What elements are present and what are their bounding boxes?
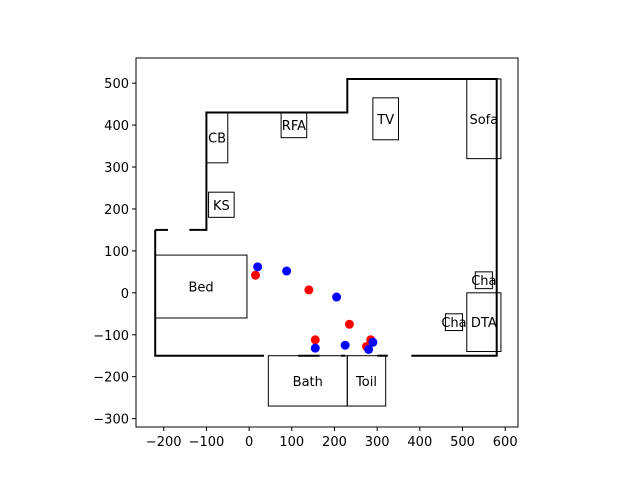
furniture-label: DTA (471, 316, 497, 331)
furniture-box-cha (444, 313, 464, 332)
furniture-label: CB (208, 132, 226, 147)
furniture-label: Cha (471, 274, 496, 289)
furniture-label: Bath (293, 375, 323, 390)
data-point (304, 285, 314, 295)
x-tick-label: −200 (146, 435, 182, 450)
y-tick-label: 0 (121, 287, 129, 302)
furniture-label: Sofa (469, 113, 498, 128)
furniture-label: Bed (189, 281, 214, 296)
y-axis-ticks: −300 −200 −100 0 100 200 300 400 500 (93, 77, 136, 428)
furniture-box-dta (466, 292, 502, 353)
wall-segment (189, 78, 498, 357)
data-point (282, 266, 292, 276)
data-points (251, 262, 378, 354)
y-tick-label: 400 (104, 119, 129, 134)
y-tick-label: −300 (93, 413, 129, 428)
data-point (368, 337, 378, 347)
data-point (253, 262, 263, 272)
data-point (251, 270, 261, 280)
furniture-box-toil (346, 355, 387, 407)
furniture-label: TV (376, 113, 394, 128)
furniture-box-cha (474, 271, 493, 290)
x-tick-label: 200 (322, 435, 347, 450)
y-tick-label: 300 (104, 161, 129, 176)
x-tick-label: 0 (245, 435, 253, 450)
furniture-box-tv (372, 97, 399, 141)
furniture-label: KS (213, 199, 230, 214)
x-tick-label: 600 (493, 435, 518, 450)
x-axis-ticks: −200 −100 0 100 200 300 400 500 600 (146, 427, 518, 450)
x-tick-label: 300 (365, 435, 390, 450)
furniture-box-bed (154, 254, 248, 319)
y-tick-label: 500 (104, 77, 129, 92)
furniture-box-sofa (466, 78, 502, 160)
furniture-box-ks (208, 191, 235, 218)
data-point (340, 340, 350, 350)
data-point (344, 319, 354, 329)
y-tick-label: −100 (93, 329, 129, 344)
data-point (332, 292, 342, 302)
furniture-label: Cha (441, 316, 466, 331)
data-point (310, 343, 320, 353)
furniture-box-cb (205, 112, 229, 164)
furniture-label: RFA (282, 119, 306, 134)
x-tick-label: −100 (189, 435, 225, 450)
y-tick-label: −200 (93, 371, 129, 386)
plot-frame (135, 57, 519, 428)
y-tick-label: 200 (104, 203, 129, 218)
data-point (364, 344, 374, 354)
data-point (310, 335, 320, 345)
furniture-box-rfa (280, 112, 308, 139)
furniture-label: Toil (355, 375, 377, 390)
furniture-boxes: Bed KS CB RFA TV Sofa Cha Cha DTA Bath Toil (154, 78, 502, 407)
x-tick-label: 500 (450, 435, 475, 450)
x-tick-label: 400 (407, 435, 432, 450)
x-tick-label: 100 (279, 435, 304, 450)
y-tick-label: 100 (104, 245, 129, 260)
